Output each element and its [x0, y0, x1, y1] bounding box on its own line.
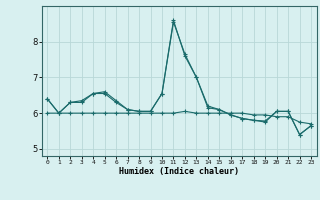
X-axis label: Humidex (Indice chaleur): Humidex (Indice chaleur) [119, 167, 239, 176]
